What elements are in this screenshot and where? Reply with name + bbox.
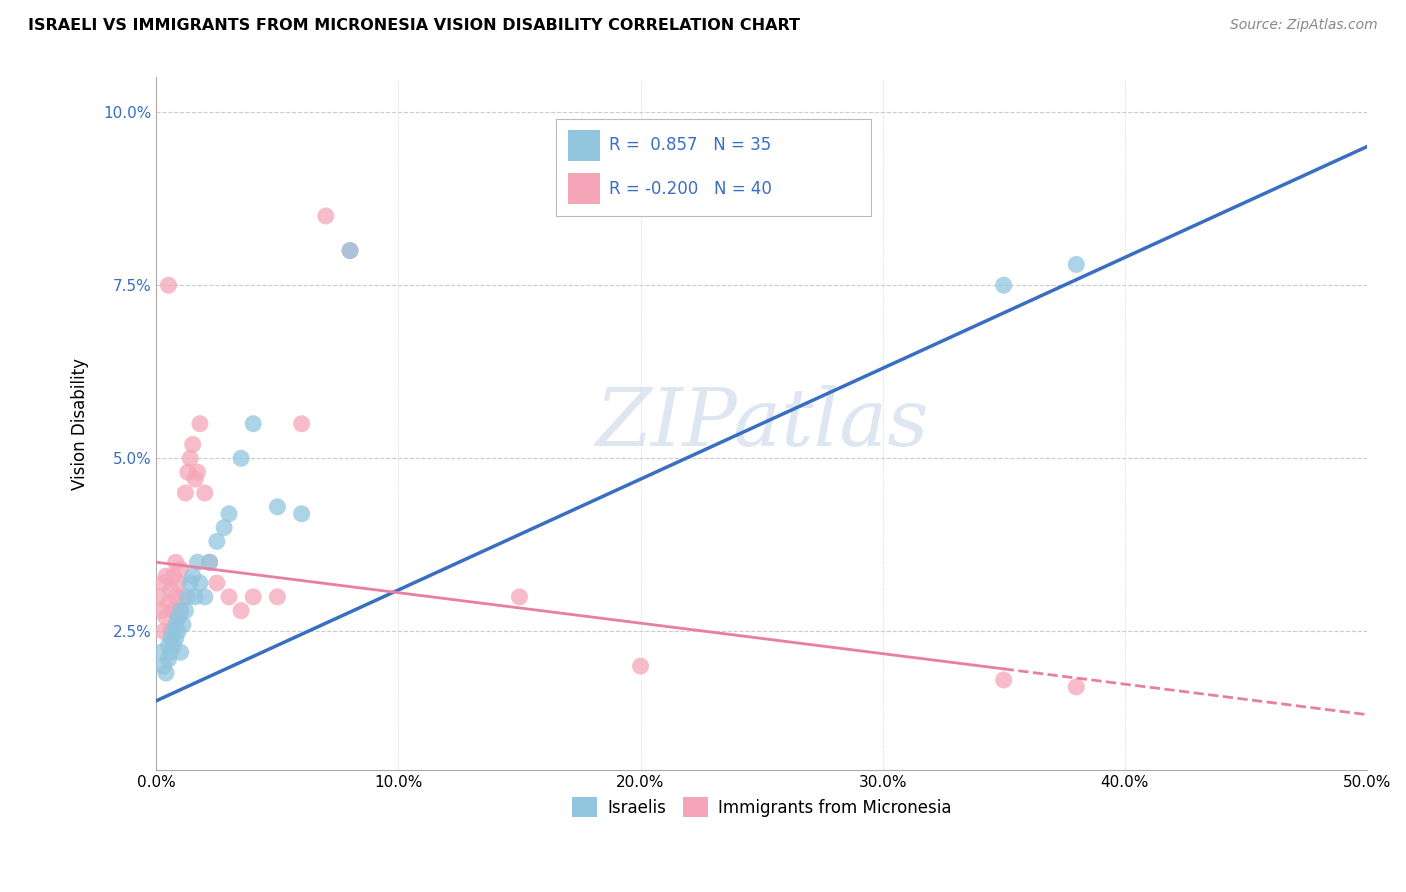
Point <box>212 520 235 534</box>
Point <box>160 624 183 639</box>
Point <box>266 590 288 604</box>
Point <box>184 472 207 486</box>
Point <box>205 534 228 549</box>
Point <box>194 486 217 500</box>
Point <box>157 652 180 666</box>
Point <box>165 555 187 569</box>
Point <box>167 576 190 591</box>
Point <box>218 590 240 604</box>
Point <box>993 278 1015 293</box>
Point <box>339 244 361 258</box>
Point <box>150 604 173 618</box>
Text: ISRAELI VS IMMIGRANTS FROM MICRONESIA VISION DISABILITY CORRELATION CHART: ISRAELI VS IMMIGRANTS FROM MICRONESIA VI… <box>28 18 800 33</box>
Y-axis label: Vision Disability: Vision Disability <box>72 358 89 490</box>
Point <box>169 645 191 659</box>
Point <box>150 645 173 659</box>
Point <box>165 590 187 604</box>
Point <box>198 555 221 569</box>
Point <box>339 244 361 258</box>
Point <box>169 604 191 618</box>
Point <box>155 610 177 624</box>
Point <box>993 673 1015 687</box>
Point <box>218 507 240 521</box>
Text: Source: ZipAtlas.com: Source: ZipAtlas.com <box>1230 18 1378 32</box>
Point <box>167 610 190 624</box>
Point <box>630 659 652 673</box>
Point <box>155 666 177 681</box>
Point <box>152 659 174 673</box>
Point <box>186 555 208 569</box>
Point <box>148 590 170 604</box>
Point <box>165 632 187 646</box>
Point <box>167 624 190 639</box>
Point <box>152 576 174 591</box>
Point <box>194 590 217 604</box>
Point <box>177 465 200 479</box>
Point <box>181 569 204 583</box>
Point <box>172 617 194 632</box>
Point <box>179 576 201 591</box>
Point <box>157 278 180 293</box>
Point <box>179 451 201 466</box>
Point <box>167 610 190 624</box>
Point <box>174 604 197 618</box>
Point <box>291 507 314 521</box>
Point <box>1066 257 1088 271</box>
Point <box>205 576 228 591</box>
Point <box>162 624 184 639</box>
Point <box>266 500 288 514</box>
Point <box>172 590 194 604</box>
Point <box>169 562 191 576</box>
Point <box>186 465 208 479</box>
Point <box>291 417 314 431</box>
Point <box>1066 680 1088 694</box>
Point <box>152 624 174 639</box>
Point <box>315 209 337 223</box>
Point <box>155 569 177 583</box>
Point <box>229 604 252 618</box>
Point <box>242 417 264 431</box>
Point <box>160 645 183 659</box>
Point <box>157 638 180 652</box>
Point <box>188 417 211 431</box>
Point <box>157 597 180 611</box>
Point <box>162 604 184 618</box>
Point <box>198 555 221 569</box>
Point <box>162 638 184 652</box>
Point <box>188 576 211 591</box>
Legend: Israelis, Immigrants from Micronesia: Israelis, Immigrants from Micronesia <box>565 790 957 824</box>
Point <box>165 617 187 632</box>
Point <box>162 569 184 583</box>
Point <box>160 632 183 646</box>
Point <box>169 604 191 618</box>
Text: ZIPatlas: ZIPatlas <box>595 385 928 462</box>
Point <box>181 437 204 451</box>
Point <box>508 590 530 604</box>
Point <box>174 486 197 500</box>
Point <box>242 590 264 604</box>
Point <box>184 590 207 604</box>
Point <box>229 451 252 466</box>
Point <box>177 590 200 604</box>
Point <box>160 582 183 597</box>
